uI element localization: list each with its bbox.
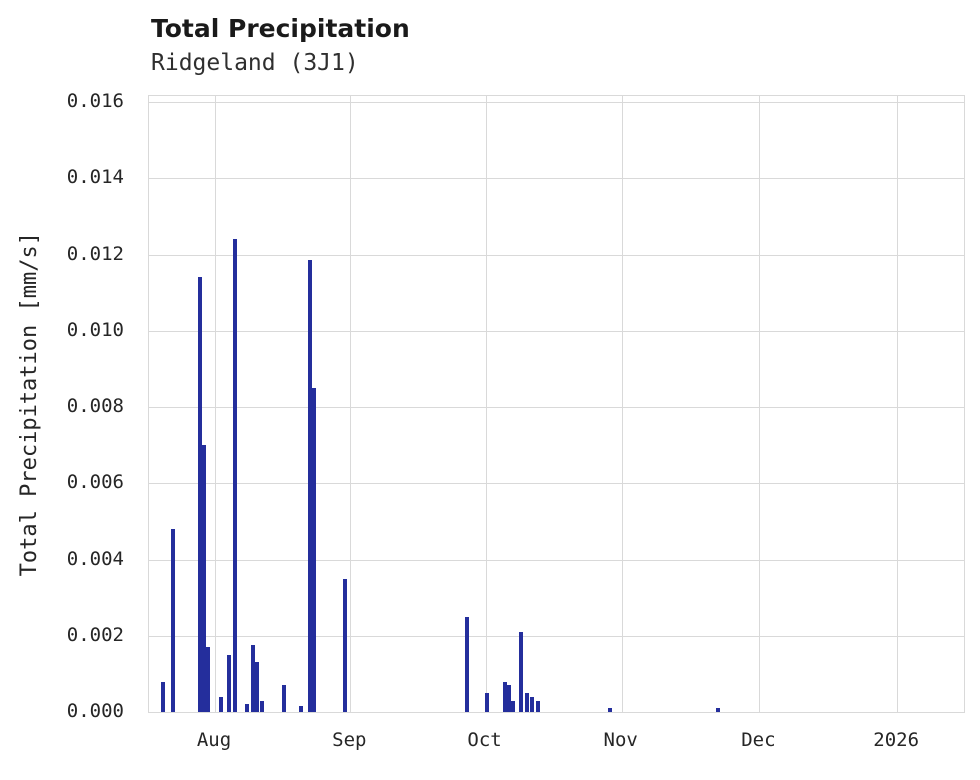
v-gridline [621, 96, 623, 712]
precip-bar [244, 704, 249, 712]
chart-title: Total Precipitation [151, 14, 410, 43]
y-tick-label: 0.014 [66, 166, 124, 189]
precip-bar [535, 700, 540, 712]
precip-bar [307, 260, 312, 712]
precip-bar [218, 696, 223, 712]
h-gridline [149, 178, 964, 180]
y-tick-label: 0.012 [66, 242, 124, 265]
precip-bar [250, 645, 255, 712]
y-axis: 0.000 0.002 0.004 0.006 0.008 0.010 0.012 0.014… [0, 90, 138, 722]
precip-bar [608, 708, 613, 712]
precip-bar [511, 700, 516, 712]
x-tick-label: Nov [603, 729, 638, 751]
precip-bar [226, 654, 231, 712]
y-tick-label: 0.000 [66, 700, 124, 722]
precip-bar [197, 277, 202, 712]
precip-bar [464, 616, 469, 712]
precip-bar [715, 708, 720, 712]
precip-bar [260, 700, 265, 712]
precip-bar [232, 239, 237, 712]
chart-subtitle: Ridgeland (3J1) [151, 50, 359, 76]
precip-bar [507, 685, 512, 712]
precip-bar [281, 685, 286, 712]
precip-bar [255, 662, 260, 712]
precip-bar [201, 445, 206, 712]
precip-bar [311, 388, 316, 712]
y-tick-label: 0.016 [66, 90, 124, 113]
h-gridline [149, 407, 964, 408]
y-tick-label: 0.008 [66, 395, 124, 417]
v-gridline [215, 96, 216, 712]
x-tick-label: Oct [467, 729, 502, 751]
precip-bar [299, 706, 304, 712]
v-gridline [485, 96, 487, 712]
y-tick-label: 0.002 [66, 623, 124, 646]
h-gridline [149, 102, 964, 104]
x-tick-label: Sep [332, 729, 367, 751]
precip-bar [205, 647, 210, 712]
precip-bar [518, 632, 523, 712]
precip-bar [160, 681, 165, 712]
precip-bar [525, 692, 530, 712]
precip-bar [170, 529, 175, 712]
h-gridline [149, 483, 964, 485]
precip-bar [530, 696, 534, 712]
h-gridline [149, 559, 964, 561]
h-gridline [149, 254, 964, 256]
x-tick-label: 2026 [873, 729, 920, 751]
h-gridline [149, 330, 964, 332]
h-gridline [149, 635, 964, 637]
x-tick-label: Dec [741, 729, 776, 751]
x-tick-label: Aug [196, 729, 232, 751]
precip-bar [485, 692, 490, 712]
y-tick-label: 0.006 [66, 471, 124, 494]
v-gridline [759, 96, 761, 712]
x-axis: Aug Sep Oct Nov Dec 2026 [148, 713, 965, 763]
v-gridline [897, 96, 899, 712]
plot-area [148, 95, 965, 713]
precip-bar [503, 681, 508, 712]
y-tick-label: 0.004 [66, 547, 124, 570]
y-tick-label: 0.010 [66, 318, 124, 341]
v-gridline [350, 96, 352, 712]
precip-bar [343, 578, 348, 712]
